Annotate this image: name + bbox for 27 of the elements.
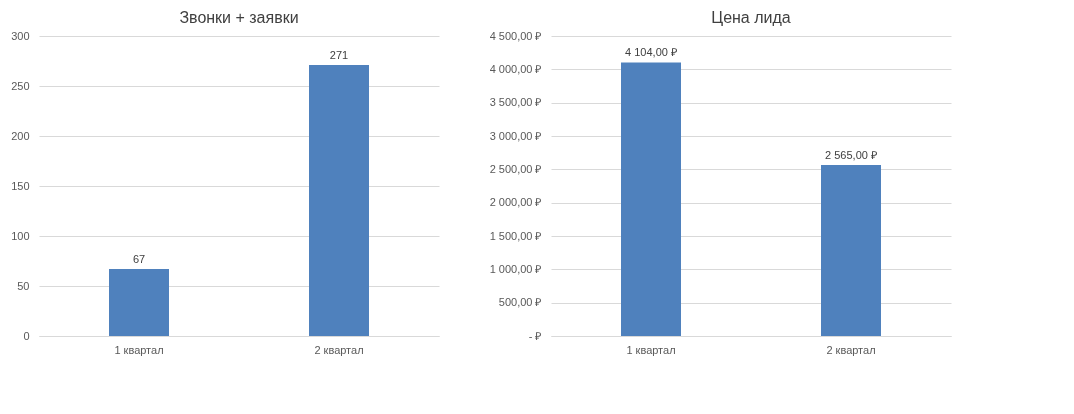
y-tick-label: 4 500,00 ₽ <box>489 29 542 42</box>
y-tick-label: 2 000,00 ₽ <box>489 196 542 209</box>
y-tick-label: 500,00 ₽ <box>498 296 542 309</box>
y-tick-label: 150 <box>11 179 30 192</box>
y-tick-label: 4 000,00 ₽ <box>489 62 542 75</box>
data-label: 2 565,00 ₽ <box>825 149 877 161</box>
data-label: 4 104,00 ₽ <box>625 46 677 59</box>
y-tick-label: 1 000,00 ₽ <box>489 262 542 275</box>
y-tick-label: 3 500,00 ₽ <box>489 96 542 109</box>
y-tick-label: 300 <box>11 29 30 42</box>
chart-title: Звонки + заявки <box>179 9 299 26</box>
x-tick-label: 1 квартал <box>626 343 676 356</box>
y-tick-label: 0 <box>23 329 30 342</box>
y-tick-label: 2 500,00 ₽ <box>489 162 542 175</box>
chart-title: Цена лида <box>711 9 791 26</box>
y-tick-label: 100 <box>11 229 30 242</box>
x-tick-label: 2 квартал <box>826 343 876 356</box>
data-label: 271 <box>329 49 349 61</box>
y-tick-label: 200 <box>11 129 30 142</box>
y-tick-label: 1 500,00 ₽ <box>489 229 542 242</box>
x-tick-label: 2 квартал <box>314 343 364 356</box>
y-tick-label: 50 <box>17 279 30 292</box>
data-label: 67 <box>132 253 146 265</box>
y-tick-label: - ₽ <box>528 329 542 342</box>
y-tick-label: 3 000,00 ₽ <box>489 129 542 142</box>
x-tick-label: 1 квартал <box>114 343 164 356</box>
y-tick-label: 250 <box>11 79 30 92</box>
